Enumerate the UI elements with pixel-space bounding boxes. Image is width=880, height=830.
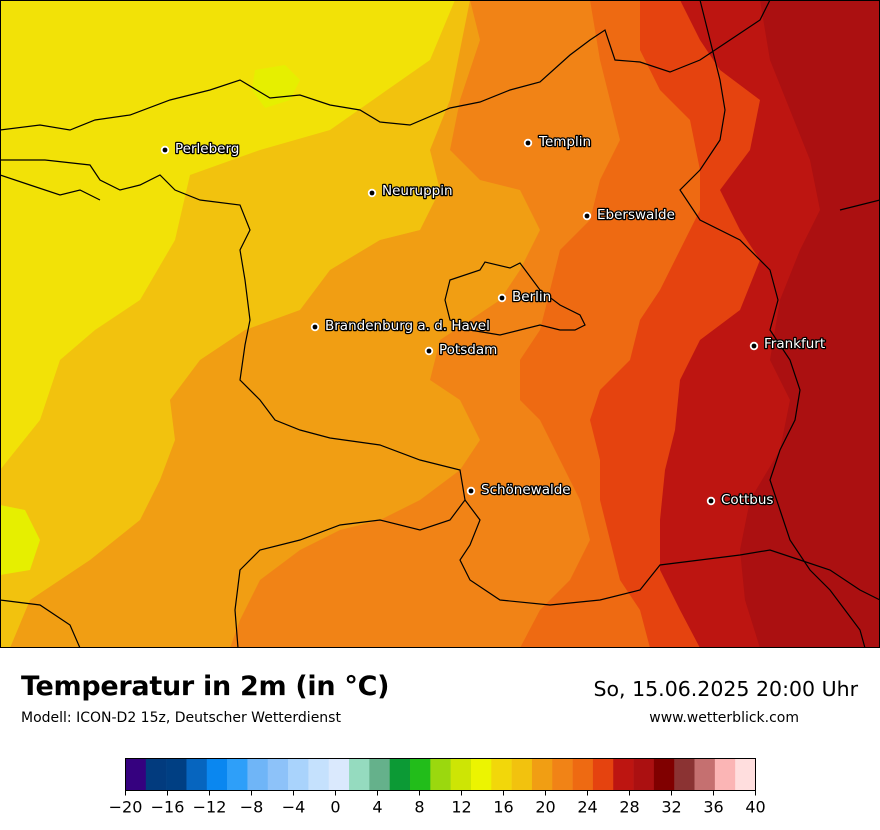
band-14 xyxy=(0,505,40,575)
colorbar-frame xyxy=(125,758,756,791)
colorbar-swatch xyxy=(145,758,167,791)
colorbar-swatch xyxy=(470,758,492,791)
colorbar-swatch xyxy=(694,758,716,791)
colorbar-tick-label: 24 xyxy=(577,798,597,817)
colorbar-swatch xyxy=(531,758,553,791)
colorbar-swatch xyxy=(227,758,248,791)
colorbar-swatch xyxy=(349,758,370,791)
state-border-north xyxy=(0,0,771,131)
colorbar-swatch xyxy=(125,758,147,791)
colorbar-swatch xyxy=(674,758,695,791)
colorbar-tick-label: −12 xyxy=(193,798,227,817)
city-templin[interactable]: Templin xyxy=(523,133,592,151)
colorbar-swatch xyxy=(166,758,187,791)
city-cottbus[interactable]: Cottbus xyxy=(706,491,775,509)
state-border-west xyxy=(0,159,466,648)
city-potsdam[interactable]: Potsdam xyxy=(424,341,499,359)
colorbar-swatch xyxy=(511,758,533,791)
website-link[interactable]: www.wetterblick.com xyxy=(649,710,799,726)
colorbar-swatch xyxy=(247,758,269,791)
colorbar-swatch xyxy=(369,758,390,791)
colorbar-ticks: −20 −16 −12 −8 −4 0 4 8 12 16 20 24 28 32 36 40 xyxy=(109,790,766,817)
city-neuruppin[interactable]: Neuruppin xyxy=(367,182,454,200)
colorbar-tick-label: 0 xyxy=(330,798,340,817)
colorbar-tick-label: −4 xyxy=(282,798,306,817)
colorbar-swatch xyxy=(450,758,472,791)
colorbar-tick-label: 36 xyxy=(703,798,723,817)
city-perleberg[interactable]: Perleberg xyxy=(160,140,241,158)
county-border-sw xyxy=(0,599,81,648)
colorbar-tick-label: 12 xyxy=(451,798,471,817)
colorbar-tick-label: −8 xyxy=(240,798,264,817)
colorbar-swatch xyxy=(633,758,655,791)
colorbar-tick-label: 20 xyxy=(535,798,555,817)
city-schoenewalde[interactable]: Schönewalde xyxy=(466,481,572,499)
colorbar-swatch xyxy=(288,758,309,791)
colorbar-swatch xyxy=(186,758,208,791)
city-label-cottbus: Cottbus xyxy=(721,492,773,508)
city-label-berlin: Berlin xyxy=(512,289,551,305)
colorbar-swatch xyxy=(653,758,675,791)
county-border-nw xyxy=(0,174,101,201)
band-30 xyxy=(740,0,880,648)
city-label-potsdam: Potsdam xyxy=(439,342,497,358)
city-berlin[interactable]: Berlin xyxy=(497,288,552,306)
colorbar-tick-label: −16 xyxy=(151,798,185,817)
city-label-brandenburg: Brandenburg a. d. Havel xyxy=(325,318,490,334)
colorbar-swatch xyxy=(308,758,330,791)
colorbar-swatch xyxy=(267,758,289,791)
colorbar-legend: −20 −16 −12 −8 −4 0 4 8 12 16 20 24 28 32 36 40 xyxy=(109,758,766,817)
colorbar-tick-label: 32 xyxy=(661,798,681,817)
colorbar-swatch xyxy=(206,758,228,791)
forecast-datetime: So, 15.06.2025 20:00 Uhr xyxy=(593,677,859,701)
city-eberswalde[interactable]: Eberswalde xyxy=(582,206,676,224)
colorbar-swatch xyxy=(430,758,451,791)
map-title: Temperatur in 2m (in °C) xyxy=(21,671,390,702)
city-label-eberswalde: Eberswalde xyxy=(597,207,675,223)
colorbar-swatch xyxy=(592,758,614,791)
model-source: Modell: ICON-D2 15z, Deutscher Wetterdie… xyxy=(21,710,341,726)
city-label-frankfurt: Frankfurt xyxy=(764,336,825,352)
city-label-perleberg: Perleberg xyxy=(175,141,239,157)
boundary-lines xyxy=(0,0,880,648)
city-label-templin: Templin xyxy=(538,134,591,150)
city-label-neuruppin: Neuruppin xyxy=(382,183,453,199)
national-border-poland xyxy=(679,0,866,648)
colorbar-tick-label: 4 xyxy=(372,798,382,817)
colorbar-swatches xyxy=(125,758,756,791)
colorbar-tick-label: 28 xyxy=(619,798,639,817)
colorbar-swatch xyxy=(714,758,736,791)
city-markers: Perleberg Templin Neuruppin Eberswalde B… xyxy=(160,133,826,509)
city-brandenburg[interactable]: Brandenburg a. d. Havel xyxy=(310,317,491,335)
colorbar-tick-label: 40 xyxy=(745,798,765,817)
city-label-schoenewalde: Schönewalde xyxy=(481,482,571,498)
berlin-border xyxy=(444,261,586,336)
colorbar-swatch xyxy=(735,758,756,791)
colorbar-swatch xyxy=(491,758,512,791)
colorbar-swatch xyxy=(613,758,634,791)
colorbar-swatch xyxy=(552,758,573,791)
temperature-field xyxy=(0,0,880,648)
state-border-south xyxy=(459,499,880,606)
band-14-north xyxy=(252,65,300,108)
colorbar-tick-label: 16 xyxy=(493,798,513,817)
colorbar-swatch xyxy=(572,758,594,791)
temperature-map: Perleberg Templin Neuruppin Eberswalde B… xyxy=(0,0,880,648)
colorbar-swatch xyxy=(410,758,431,791)
colorbar-swatch xyxy=(328,758,350,791)
city-frankfurt[interactable]: Frankfurt xyxy=(749,335,826,353)
national-border-east-top xyxy=(839,199,880,211)
colorbar-tick-label: −20 xyxy=(109,798,143,817)
colorbar-swatch xyxy=(389,758,411,791)
colorbar-tick-label: 8 xyxy=(414,798,424,817)
